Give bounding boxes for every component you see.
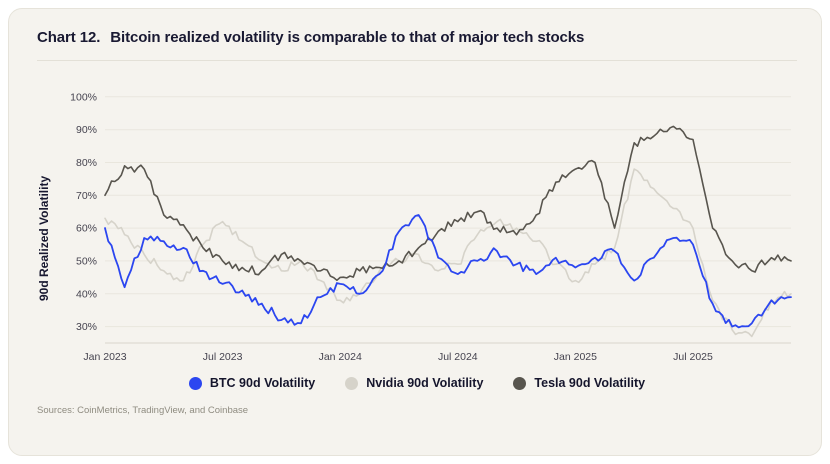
svg-text:80%: 80% (76, 157, 97, 169)
legend-dot-icon (188, 376, 202, 390)
legend-label: BTC 90d Volatility (209, 376, 316, 390)
svg-text:100%: 100% (70, 91, 97, 103)
title-divider (37, 60, 797, 61)
chart-card: Chart 12. Bitcoin realized volatility is … (8, 8, 822, 456)
chart-area: 90d Realized Volatility 30% 40% 50% 60% 70% 8… (37, 75, 797, 371)
sources-note: Sources: CoinMetrics, TradingView, and C… (37, 405, 249, 416)
svg-text:90%: 90% (76, 124, 97, 136)
legend-label: Tesla 90d Volatility (534, 376, 646, 390)
svg-text:30%: 30% (76, 321, 97, 333)
svg-text:60%: 60% (76, 223, 97, 235)
chart-number: Chart 12. (37, 29, 101, 46)
svg-text:Jan 2023: Jan 2023 (83, 351, 126, 363)
legend-dot-icon (345, 376, 359, 390)
chart-title-text: Bitcoin realized volatility is comparabl… (110, 29, 585, 46)
svg-text:Jan 2025: Jan 2025 (554, 351, 597, 363)
legend-item: Nvidia 90d Volatility (345, 376, 483, 390)
legend-item: BTC 90d Volatility (188, 376, 316, 390)
legend: BTC 90d Volatility Nvidia 90d Volatility T… (37, 373, 797, 393)
svg-text:Jan 2024: Jan 2024 (319, 351, 362, 363)
legend-dot-icon (513, 376, 527, 390)
svg-text:70%: 70% (76, 190, 97, 202)
legend-item: Tesla 90d Volatility (513, 376, 645, 390)
svg-text:Jul 2025: Jul 2025 (673, 351, 713, 363)
svg-text:Jul 2023: Jul 2023 (203, 351, 243, 363)
chart-title: Chart 12. Bitcoin realized volatility is … (37, 29, 797, 47)
svg-text:50%: 50% (76, 255, 97, 267)
y-axis-label: 90d Realized Volatility (37, 175, 51, 301)
line-chart: 30% 40% 50% 60% 70% 80% 90% 100% Jan 2023 Jul 202… (70, 91, 792, 363)
legend-label: Nvidia 90d Volatility (366, 376, 484, 390)
svg-text:Jul 2024: Jul 2024 (438, 351, 478, 363)
svg-text:40%: 40% (76, 288, 97, 300)
